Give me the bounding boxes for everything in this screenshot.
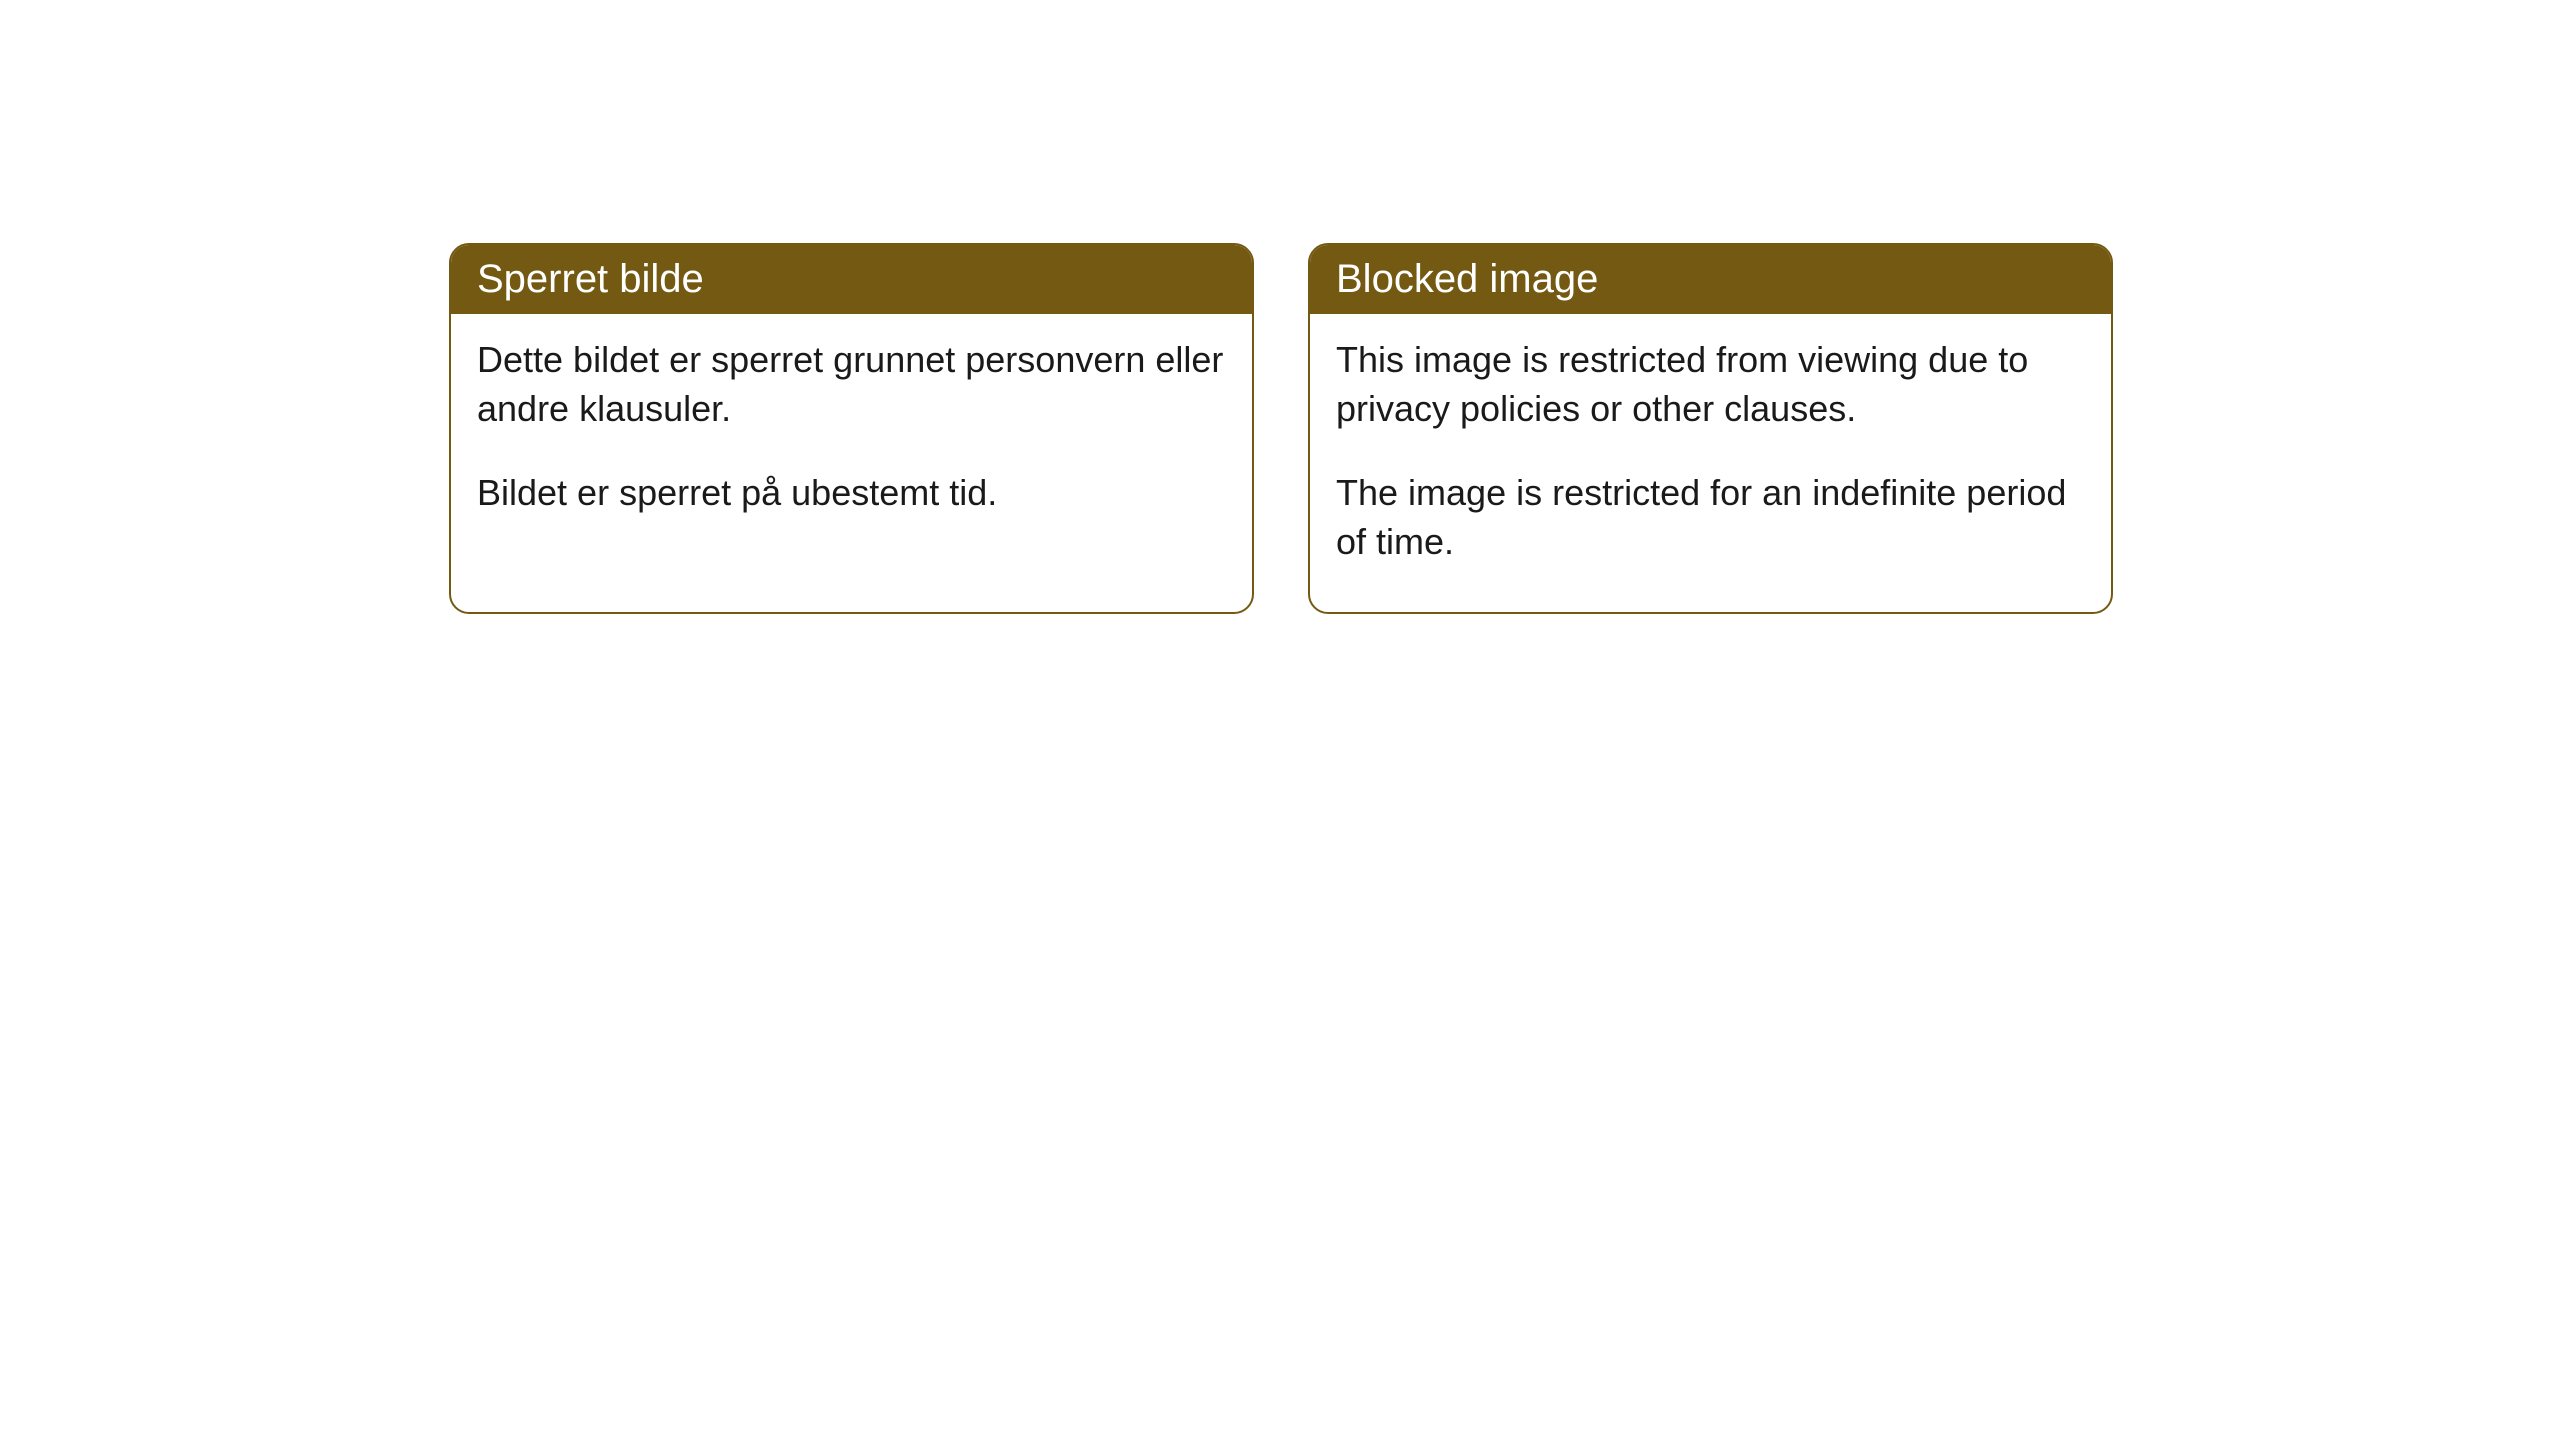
notice-card-norwegian: Sperret bilde Dette bildet er sperret gr… [449,243,1254,614]
notice-card-english: Blocked image This image is restricted f… [1308,243,2113,614]
card-title: Sperret bilde [477,257,704,301]
card-title: Blocked image [1336,257,1598,301]
card-paragraph: Bildet er sperret på ubestemt tid. [477,469,1226,518]
card-body-english: This image is restricted from viewing du… [1310,314,2111,612]
card-body-norwegian: Dette bildet er sperret grunnet personve… [451,314,1252,564]
card-paragraph: Dette bildet er sperret grunnet personve… [477,336,1226,433]
card-paragraph: This image is restricted from viewing du… [1336,336,2085,433]
notice-cards-container: Sperret bilde Dette bildet er sperret gr… [449,243,2113,614]
card-header-english: Blocked image [1310,245,2111,314]
card-header-norwegian: Sperret bilde [451,245,1252,314]
card-paragraph: The image is restricted for an indefinit… [1336,469,2085,566]
